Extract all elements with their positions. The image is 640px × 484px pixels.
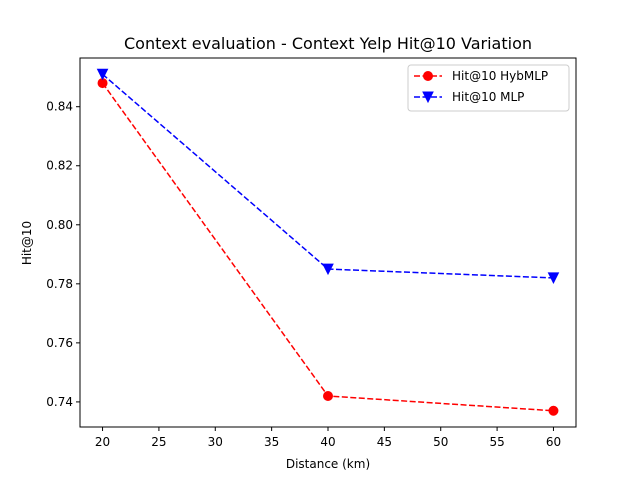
x-axis-ticks: 20 25 30 35 40 45 50 55 60 [95,427,561,449]
data-point [322,263,334,276]
legend-label: Hit@10 HybMLP [452,69,548,83]
legend-marker [423,71,433,81]
y-tick-label: 0.74 [46,395,73,409]
x-tick-label: 30 [208,435,223,449]
x-tick-label: 45 [377,435,392,449]
y-tick-label: 0.76 [46,336,73,350]
x-tick-label: 40 [320,435,335,449]
series-hit-10-mlp [96,68,560,285]
data-point [547,272,560,285]
y-tick-label: 0.84 [46,100,73,114]
legend-item: Hit@10 MLP [414,90,524,104]
x-tick-label: 50 [433,435,448,449]
y-tick-label: 0.78 [46,277,73,291]
legend-marker [422,91,434,104]
x-tick-label: 20 [95,435,110,449]
y-axis-ticks: 0.74 0.76 0.78 0.80 0.82 0.84 [46,100,80,409]
x-tick-label: 35 [264,435,279,449]
legend-box [407,64,570,112]
series-layer [96,68,560,416]
data-point [323,391,333,402]
plot-area [79,57,577,428]
legend-items: Hit@10 HybMLP Hit@10 MLP [414,69,548,104]
y-tick-label: 0.80 [46,218,73,232]
y-tick-label: 0.82 [46,159,73,173]
x-tick-label: 55 [489,435,504,449]
data-point [548,405,559,416]
chart-title: Context evaluation - Context Yelp Hit@10… [124,34,532,53]
x-tick-label: 60 [546,435,561,449]
x-axis-label: Distance (km) [286,457,370,471]
y-axis-label: Hit@10 [20,221,34,265]
data-point [96,68,109,81]
series-hit-10-hybmlp [97,78,559,416]
legend-item: Hit@10 HybMLP [414,69,548,83]
x-tick-label: 25 [151,435,166,449]
legend: Hit@10 HybMLP Hit@10 MLP [407,64,570,112]
legend-label: Hit@10 MLP [452,90,524,104]
